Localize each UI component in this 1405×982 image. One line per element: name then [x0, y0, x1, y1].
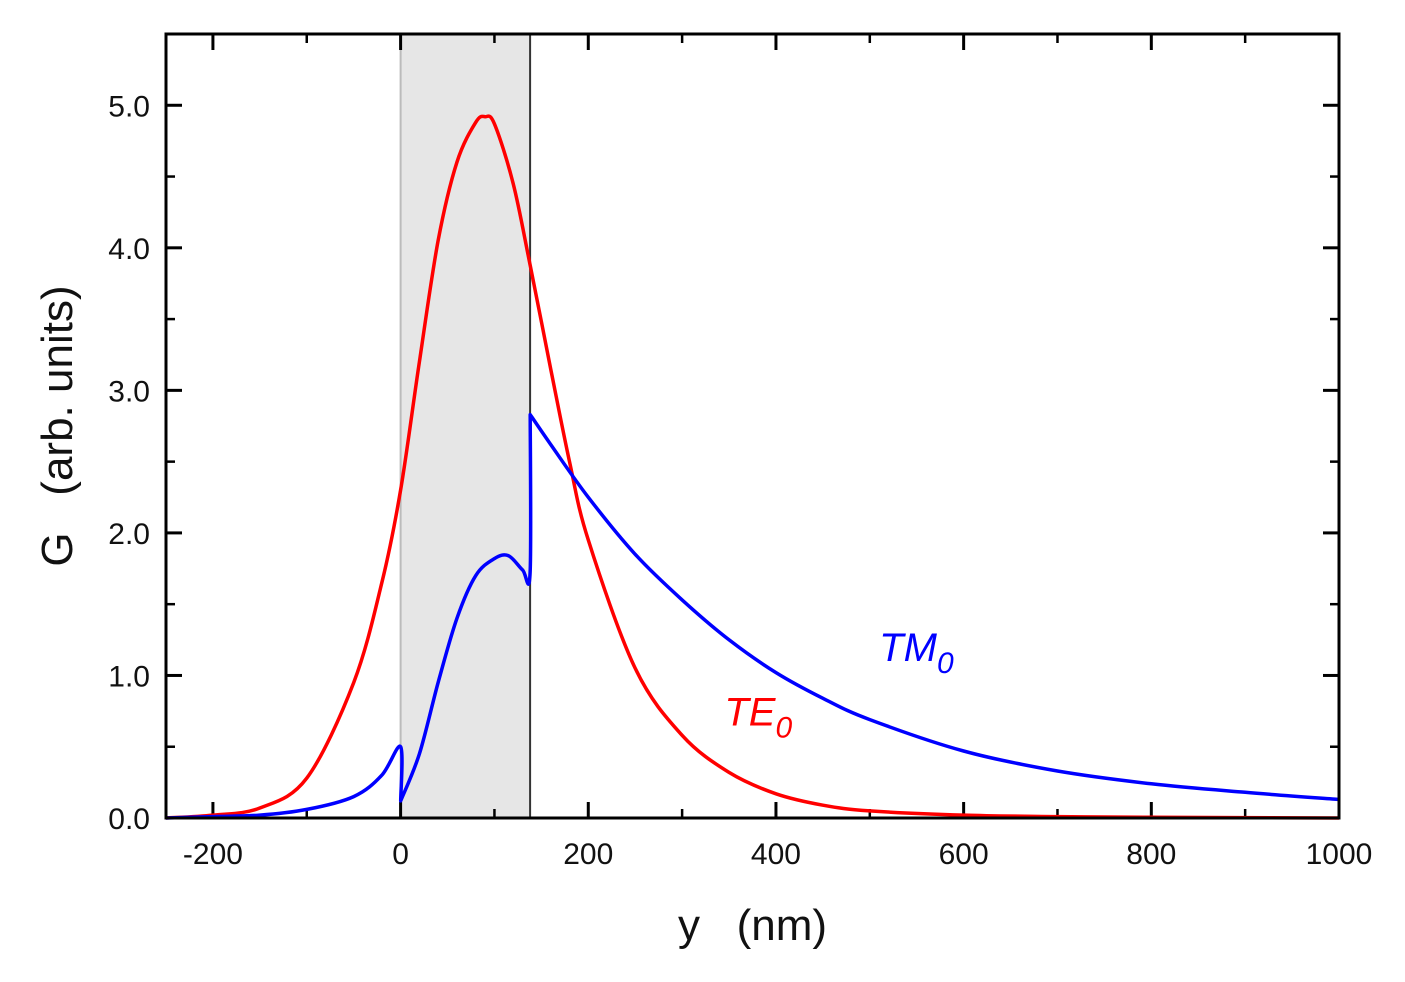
- x-tick-label: 800: [1126, 838, 1176, 871]
- shade-layer: [399, 34, 532, 818]
- plot-frame: [164, 32, 1341, 820]
- series-label-text: TE: [724, 690, 776, 734]
- x-axis-title: y (nm): [678, 901, 827, 950]
- y-tick-label: 5.0: [108, 90, 150, 123]
- x-tick-label: 200: [563, 838, 613, 871]
- y-tick-label: 3.0: [108, 375, 150, 408]
- y-axis-title: G (arb. units): [33, 285, 82, 566]
- series-line-tm: [165, 412, 1340, 820]
- y-tick-label: 1.0: [108, 660, 150, 693]
- x-tick-label: 600: [939, 838, 989, 871]
- y-tick-label: 2.0: [108, 518, 150, 551]
- x-tick-label: 400: [751, 838, 801, 871]
- series-label-subscript: 0: [775, 711, 792, 744]
- series-label-subscript: 0: [937, 647, 954, 680]
- x-tick-label: 1000: [1306, 838, 1373, 871]
- series-label-tm: TM0: [879, 626, 954, 680]
- series-label-te: TE0: [724, 690, 792, 744]
- x-tick-label: 0: [392, 838, 409, 871]
- y-tick-label: 0.0: [108, 803, 150, 836]
- shaded-region: [400, 34, 531, 818]
- label-layer: -200 0 200 400 600 800 1000 0.0 1.0 2.0 3.0 4.0 5.0 y…: [33, 90, 1372, 950]
- series-layer: [165, 114, 1340, 820]
- series-line-te: [165, 114, 1340, 820]
- series-label-text: TM: [879, 626, 937, 670]
- x-tick-label: -200: [183, 838, 243, 871]
- y-tick-label: 4.0: [108, 233, 150, 266]
